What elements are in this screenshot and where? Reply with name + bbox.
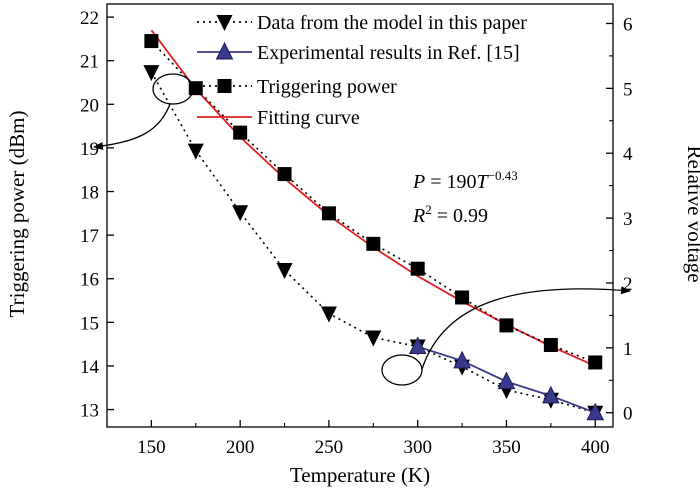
data-point-triangle-up bbox=[497, 371, 516, 390]
annotations bbox=[93, 73, 631, 386]
data-point-square bbox=[217, 79, 232, 93]
data-point-triangle-down bbox=[320, 306, 337, 323]
legend-entry: Experimental results in Ref. [15] bbox=[197, 41, 520, 64]
right-y-tick-label: 5 bbox=[623, 79, 633, 100]
data-point-square bbox=[543, 338, 558, 353]
right-y-tick-label: 1 bbox=[623, 339, 633, 360]
right-y-tick-label: 3 bbox=[623, 209, 633, 230]
data-point-triangle-down bbox=[365, 330, 382, 347]
legend-entry: Triggering power bbox=[197, 76, 397, 98]
series-line bbox=[150, 71, 596, 414]
right-y-axis: 0 1 2 3 4 5 6 bbox=[606, 14, 633, 425]
left-y-axis: 13 14 15 16 17 18 19 20 21 22 bbox=[80, 8, 114, 422]
data-point-triangle-up bbox=[453, 350, 471, 369]
left-y-tick-label: 13 bbox=[80, 401, 99, 422]
x-tick-label: 400 bbox=[581, 437, 610, 458]
data-point-square bbox=[233, 125, 248, 140]
r-squared-text: R2 = 0.99 bbox=[412, 202, 488, 227]
data-point-triangle-up bbox=[408, 336, 427, 355]
x-tick-label: 200 bbox=[226, 437, 255, 458]
legend: Data from the model in this paper Experim… bbox=[197, 12, 527, 129]
data-point-square bbox=[588, 355, 603, 370]
data-point-triangle-down bbox=[232, 205, 249, 222]
data-point-square bbox=[455, 290, 470, 305]
data-point-triangle-up bbox=[215, 41, 234, 60]
data-point-square bbox=[499, 318, 514, 333]
data-point-square bbox=[144, 34, 159, 49]
highlight-ellipse-right bbox=[381, 354, 423, 386]
x-tick-label: 250 bbox=[315, 437, 344, 458]
legend-entry: Data from the model in this paper bbox=[197, 12, 527, 34]
data-point-triangle-down bbox=[276, 262, 293, 279]
left-y-axis-label: Triggering power (dBm) bbox=[5, 111, 29, 318]
legend-label: Triggering power bbox=[257, 76, 397, 98]
right-y-tick-label: 6 bbox=[623, 14, 633, 35]
fit-equation: P = 190T−0.43 R2 = 0.99 bbox=[412, 168, 518, 227]
right-y-tick-label: 2 bbox=[623, 274, 633, 295]
left-y-tick-label: 15 bbox=[80, 313, 99, 334]
right-y-axis-label: Relative voltage bbox=[683, 145, 700, 282]
left-y-tick-label: 19 bbox=[80, 139, 99, 160]
x-tick-label: 350 bbox=[492, 437, 521, 458]
left-y-tick-label: 20 bbox=[80, 95, 99, 116]
equation-text: P = 190T−0.43 bbox=[412, 168, 518, 193]
right-y-tick-label: 0 bbox=[623, 404, 633, 425]
data-point-triangle-up bbox=[542, 385, 560, 404]
left-y-tick-label: 22 bbox=[80, 8, 99, 29]
left-y-tick-label: 17 bbox=[80, 226, 99, 247]
data-point-square bbox=[366, 236, 381, 251]
plot-frame bbox=[106, 3, 614, 428]
series-experimental-results-in-ref-15 bbox=[408, 336, 605, 421]
data-point-square bbox=[277, 167, 292, 182]
legend-label: Fitting curve bbox=[257, 107, 360, 129]
data-point-triangle-down bbox=[143, 65, 160, 82]
legend-label: Experimental results in Ref. [15] bbox=[257, 42, 520, 64]
x-axis-label: Temperature (K) bbox=[290, 463, 430, 487]
arrow-to-right-axis bbox=[421, 286, 631, 370]
x-axis: 150 200 250 300 350 400 bbox=[106, 420, 610, 458]
left-y-tick-label: 21 bbox=[80, 52, 99, 73]
left-y-tick-label: 14 bbox=[80, 357, 100, 378]
data-point-square bbox=[410, 261, 425, 276]
data-point-square bbox=[321, 206, 336, 221]
x-tick-label: 150 bbox=[137, 437, 166, 458]
x-tick-label: 300 bbox=[403, 437, 432, 458]
data-point-triangle-up bbox=[586, 402, 605, 421]
left-y-tick-label: 16 bbox=[80, 270, 99, 291]
arrow-to-left-axis bbox=[93, 103, 171, 151]
left-y-tick-label: 18 bbox=[80, 183, 99, 204]
legend-label: Data from the model in this paper bbox=[257, 12, 527, 34]
right-y-tick-label: 4 bbox=[623, 144, 633, 165]
legend-entry: Fitting curve bbox=[197, 107, 360, 129]
data-point-triangle-down bbox=[187, 143, 204, 160]
data-point-triangle-down bbox=[216, 15, 233, 31]
highlight-ellipse-left bbox=[152, 73, 194, 105]
